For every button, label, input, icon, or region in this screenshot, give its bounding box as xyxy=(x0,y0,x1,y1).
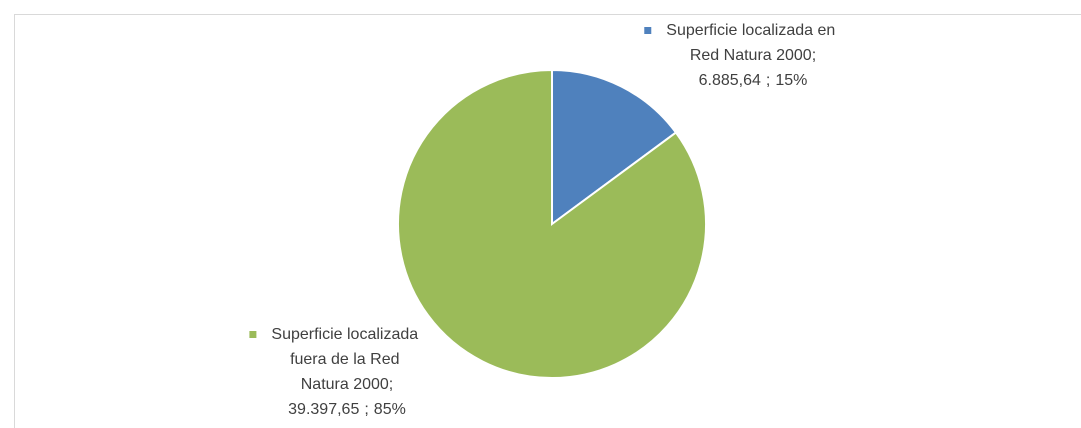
data-label-percent: 15% xyxy=(775,72,807,89)
data-label-percent: 85% xyxy=(374,401,406,418)
data-label-name: Superficie localizada en Red Natura 2000 xyxy=(666,22,839,64)
data-label-separator: ; xyxy=(389,376,393,393)
pie-slice xyxy=(551,68,678,226)
data-label-value: 6.885,64 xyxy=(699,72,761,89)
legend-swatch xyxy=(644,27,652,34)
data-label-value: 39.397,65 xyxy=(288,401,359,418)
data-label-separator: ; xyxy=(364,401,368,418)
pie-slice xyxy=(397,68,707,379)
data-label-separator: ; xyxy=(766,72,770,89)
data-label-separator: ; xyxy=(812,47,816,64)
data-label-name: Superficie localizada fuera de la Red Na… xyxy=(271,326,422,393)
legend-swatch xyxy=(249,331,257,338)
